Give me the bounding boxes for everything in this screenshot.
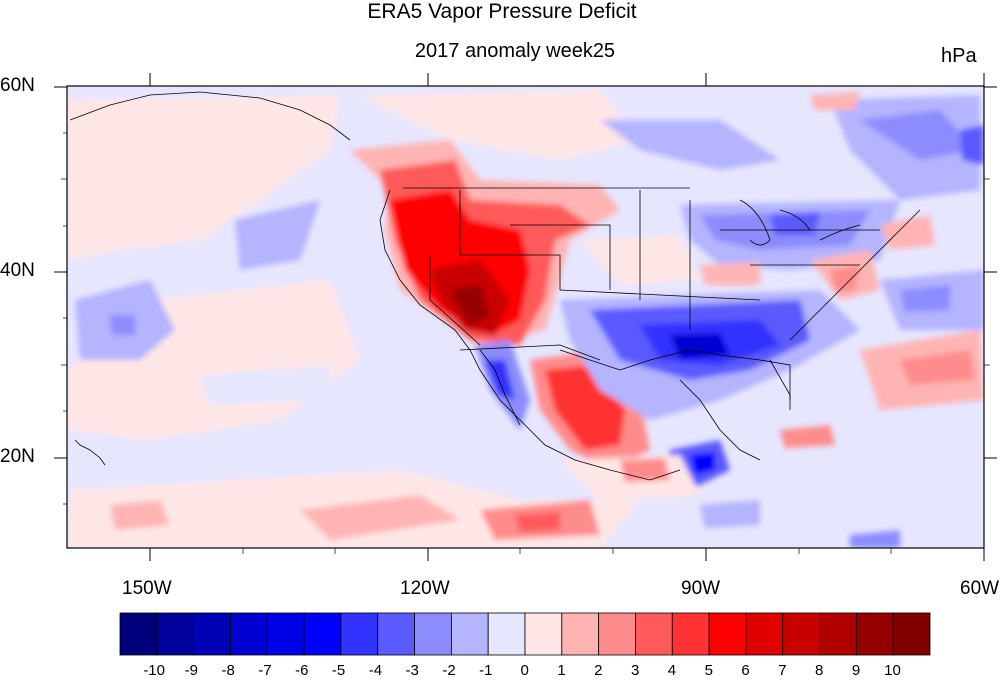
lat-label-20n: 20N [0, 446, 35, 467]
colorbar-swatch [671, 612, 710, 656]
colorbar-swatch [487, 612, 526, 656]
colorbar-swatch [598, 612, 636, 656]
colorbar-tick-label: 0 [520, 662, 529, 679]
colorbar-swatch [340, 612, 379, 656]
colorbar [119, 612, 931, 656]
colorbar-tick-label: 10 [884, 662, 901, 679]
colorbar-tick-label: -8 [221, 662, 235, 679]
units-label: hPa [941, 45, 977, 67]
colorbar-tick-label: 8 [815, 662, 824, 679]
colorbar-tick-label: 5 [704, 662, 713, 679]
colorbar-swatch [745, 612, 784, 656]
colorbar-tick-label: -7 [258, 662, 272, 679]
colorbar-swatch [819, 612, 857, 656]
lon-label-120w: 120W [400, 578, 450, 599]
colorbar-tick-label: -3 [405, 662, 419, 679]
colorbar-tick-label: -5 [331, 662, 346, 679]
colorbar-tick-label: -4 [368, 662, 383, 679]
map-frame [66, 85, 985, 549]
colorbar-swatch [635, 612, 673, 656]
lon-label-60w: 60W [960, 578, 1000, 599]
colorbar-swatch [561, 612, 600, 656]
colorbar-swatch [119, 612, 158, 656]
colorbar-tick-label: 1 [557, 662, 566, 679]
colorbar-swatch [855, 612, 894, 656]
colorbar-swatch [377, 612, 415, 656]
colorbar-swatch [230, 612, 268, 656]
colorbar-tick-label: -1 [479, 662, 493, 679]
lon-label-90w: 90W [681, 578, 721, 599]
map-title: ERA5 Vapor Pressure Deficit [367, 0, 637, 23]
colorbar-swatch [450, 612, 489, 656]
lon-label-150w: 150W [122, 578, 172, 599]
colorbar-tick-label: -9 [184, 662, 198, 679]
colorbar-tick-label: 7 [778, 662, 787, 679]
coastlines [69, 91, 921, 481]
colorbar-tick-label: -10 [143, 662, 165, 679]
anomaly-field [67, 86, 984, 548]
colorbar-swatch [414, 612, 452, 656]
colorbar-tick-label: -6 [295, 662, 309, 679]
colorbar-tick-label: -2 [442, 662, 456, 679]
colorbar-swatch [524, 612, 563, 656]
colorbar-swatch [156, 612, 195, 656]
map-subtitle: 2017 anomaly week25 [414, 40, 616, 62]
axis-ticks [54, 73, 997, 561]
colorbar-tick-label: 2 [594, 662, 603, 679]
colorbar-swatch [303, 612, 342, 656]
colorbar-swatch [193, 612, 231, 656]
lat-label-60n: 60N [0, 75, 35, 96]
lat-label-40n: 40N [0, 260, 35, 281]
colorbar-tick-label: 4 [667, 662, 677, 679]
colorbar-swatch [708, 612, 747, 656]
colorbar-swatch [782, 612, 820, 656]
colorbar-tick-label: 9 [851, 662, 861, 679]
colorbar-swatch [892, 612, 931, 656]
colorbar-tick-label: 6 [741, 662, 750, 679]
colorbar-swatch [266, 612, 305, 656]
colorbar-tick-label: 3 [630, 662, 640, 679]
